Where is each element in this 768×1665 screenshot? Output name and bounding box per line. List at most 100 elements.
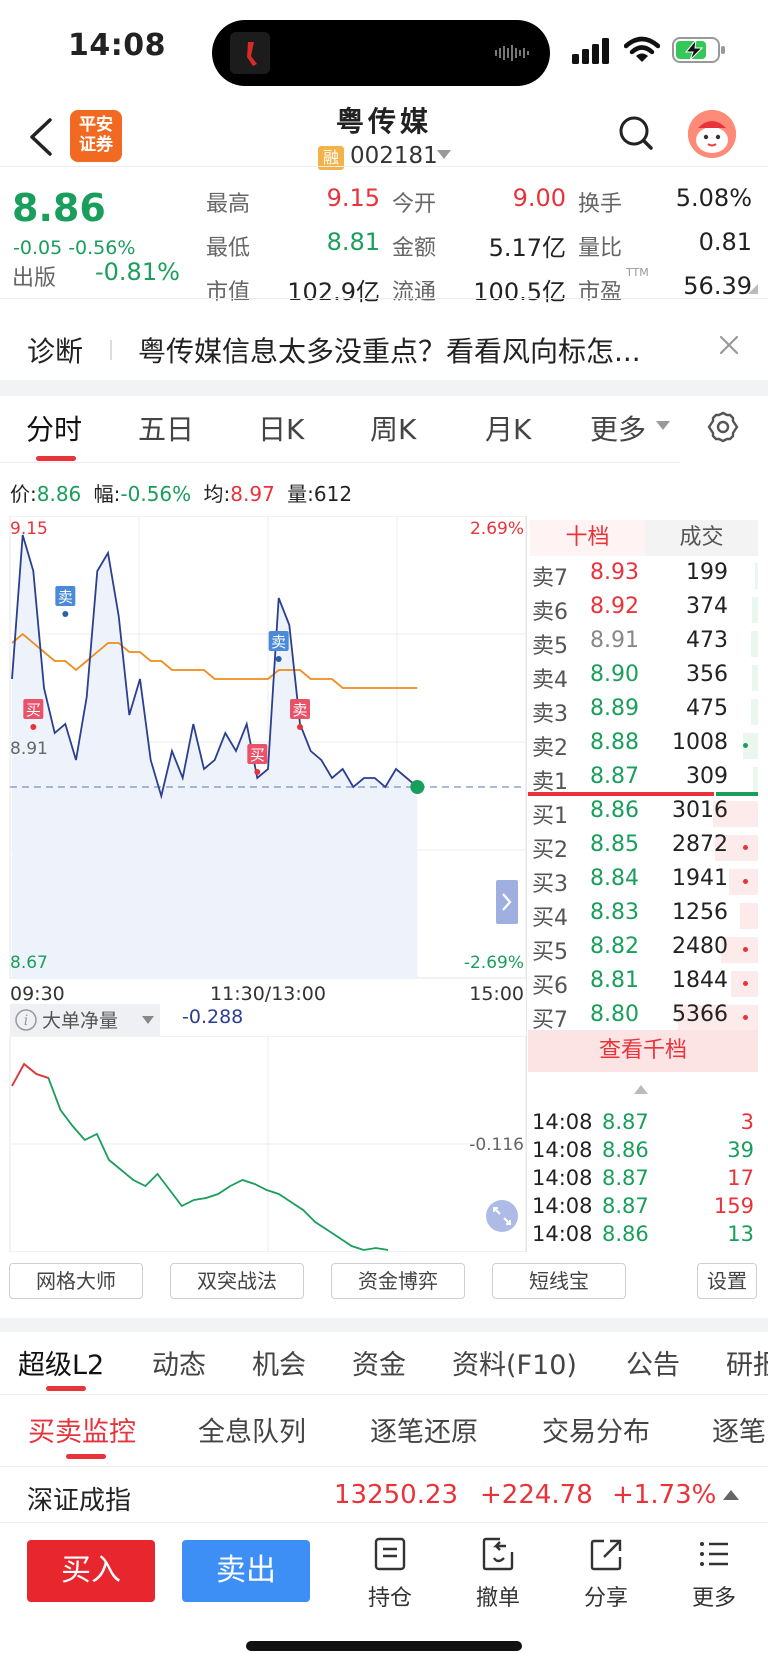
ask-row[interactable]: 卖2 8.88 1008 (528, 730, 758, 762)
ask-row[interactable]: 卖6 8.92 374 (528, 594, 758, 626)
l2-tab-4[interactable]: 资料(F10) (452, 1350, 577, 1381)
chart-tab-5[interactable]: 更多 (590, 413, 647, 446)
sub-tab-3[interactable]: 交易分布 (542, 1417, 650, 1448)
buy-button[interactable]: 买入 (27, 1540, 155, 1602)
index-value: 13250.23 (334, 1480, 459, 1510)
tab-more-caret-icon[interactable] (656, 421, 670, 431)
tick-volume: 17 (727, 1166, 754, 1190)
nav-share[interactable]: 分享 (566, 1536, 646, 1612)
info-price-label: 价: (10, 482, 37, 506)
volume-bar (751, 631, 758, 657)
sub-tab-2[interactable]: 逐笔还原 (370, 1417, 478, 1448)
l2-tab-3[interactable]: 资金 (352, 1350, 406, 1381)
flow-indicator-label[interactable]: 大单净量 (42, 1010, 119, 1032)
sector-label[interactable]: 出版 (12, 266, 57, 291)
flow-line (11, 1062, 389, 1251)
index-name[interactable]: 深证成指 (27, 1486, 132, 1516)
stock-code[interactable]: 002181 (350, 143, 438, 169)
user-avatar[interactable] (688, 110, 736, 158)
chart-tab-1[interactable]: 五日 (138, 413, 195, 446)
bid-row[interactable]: 买6 8.81 1844 (528, 968, 758, 1000)
l2-tab-1[interactable]: 动态 (152, 1350, 206, 1381)
nav-more[interactable]: 更多 (674, 1536, 754, 1612)
search-icon[interactable] (618, 115, 654, 153)
chart-tab-2[interactable]: 日K (258, 413, 305, 446)
bid-row[interactable]: 买2 8.85 2872 (528, 832, 758, 864)
tick-row: 14:08 8.86 39 (532, 1138, 754, 1166)
nav-cancel-order[interactable]: 撤单 (458, 1536, 538, 1612)
tick-row: 14:08 8.87 159 (532, 1194, 754, 1222)
l2-tab-2[interactable]: 机会 (252, 1350, 306, 1381)
bid-label: 买4 (532, 906, 568, 931)
sector-change[interactable]: -0.81% (95, 258, 180, 286)
diagnosis-label[interactable]: 诊断 (27, 335, 84, 368)
tool-button-2[interactable]: 资金博弈 (331, 1263, 465, 1299)
tick-volume: 13 (727, 1222, 754, 1246)
tick-volume: 159 (713, 1194, 754, 1218)
caret-down-icon[interactable] (142, 1016, 154, 1024)
view-thousand-levels-button[interactable]: 查看千档 (528, 1030, 758, 1072)
caret-down-icon[interactable] (437, 150, 451, 160)
y-max-label: 9.15 (10, 519, 48, 539)
trade-marker-badge-0 (55, 586, 76, 606)
tab-ten-levels[interactable]: 十档 (530, 520, 645, 556)
tick-row: 14:08 8.87 17 (532, 1166, 754, 1194)
expand-panel-button[interactable] (496, 880, 518, 924)
change-dot (743, 947, 748, 952)
quote-label-sup: TTM (626, 266, 649, 279)
chart-tab-0[interactable]: 分时 (26, 413, 83, 446)
sub-tab-4[interactable]: 逐笔 (712, 1417, 766, 1448)
bid-row[interactable]: 买7 8.80 5366 (528, 1002, 758, 1034)
ask-row[interactable]: 卖3 8.89 475 (528, 696, 758, 728)
bid-row[interactable]: 买3 8.84 1941 (528, 866, 758, 898)
bid-price: 8.86 (590, 798, 639, 823)
sell-button[interactable]: 卖出 (182, 1540, 310, 1602)
bid-row[interactable]: 买4 8.83 1256 (528, 900, 758, 932)
ask-row[interactable]: 卖5 8.91 473 (528, 628, 758, 660)
sub-tab-0[interactable]: 买卖监控 (28, 1417, 136, 1448)
bid-row[interactable]: 买1 8.86 3016 (528, 798, 758, 830)
ask-row[interactable]: 卖4 8.90 356 (528, 662, 758, 694)
quote-label: 今开 (392, 192, 437, 217)
bid-row[interactable]: 买5 8.82 2480 (528, 934, 758, 966)
flow-indicator-selector[interactable] (10, 1004, 160, 1036)
ask-volume: 374 (686, 594, 728, 619)
caret-up-icon[interactable] (723, 1488, 739, 1500)
info-icon[interactable]: i (14, 1008, 38, 1032)
tool-button-0[interactable]: 网格大师 (9, 1263, 143, 1299)
nav-holdings[interactable]: 持仓 (350, 1536, 430, 1612)
last-price-dot (410, 780, 425, 794)
quote-value: 100.5亿 (473, 278, 566, 306)
subtab-divider (0, 1466, 768, 1467)
sub-tab-1[interactable]: 全息队列 (198, 1417, 306, 1448)
holdings-icon (374, 1537, 406, 1571)
quote-value: 5.17亿 (488, 234, 566, 262)
average-price-line (11, 632, 418, 689)
quote-label: 流通 (392, 280, 437, 305)
tool-button-1[interactable]: 双突战法 (170, 1263, 304, 1299)
diagnosis-text[interactable]: 粤传媒信息太多没重点？看看风向标怎... (138, 335, 641, 368)
back-button[interactable] (22, 112, 58, 162)
tool-button-4[interactable]: 设置 (697, 1263, 757, 1299)
caret-up-icon[interactable] (634, 1084, 648, 1094)
broker-logo[interactable]: 平安证券 (70, 110, 122, 162)
orderbook-divider (526, 516, 527, 1252)
ask-row[interactable]: 卖7 8.93 199 (528, 560, 758, 592)
flow-indicator-value: -0.288 (182, 1006, 244, 1028)
l2-tab-6[interactable]: 研报 (726, 1350, 768, 1381)
volume-bar (752, 665, 758, 691)
tab-trades[interactable]: 成交 (645, 520, 758, 556)
ask-row[interactable]: 卖1 8.87 309 (528, 764, 758, 796)
close-icon[interactable] (718, 334, 740, 356)
cellular-signal-icon (572, 38, 609, 64)
l2-tab-5[interactable]: 公告 (626, 1350, 680, 1381)
l2-tab-0[interactable]: 超级L2 (18, 1350, 105, 1381)
chart-tab-4[interactable]: 月K (485, 413, 532, 446)
gear-icon[interactable] (706, 410, 740, 444)
fullscreen-icon[interactable] (486, 1200, 518, 1232)
ask-volume: 309 (686, 764, 728, 789)
ask-label: 卖6 (532, 600, 568, 625)
chart-tab-3[interactable]: 周K (370, 413, 417, 446)
tool-button-3[interactable]: 短线宝 (492, 1263, 626, 1299)
